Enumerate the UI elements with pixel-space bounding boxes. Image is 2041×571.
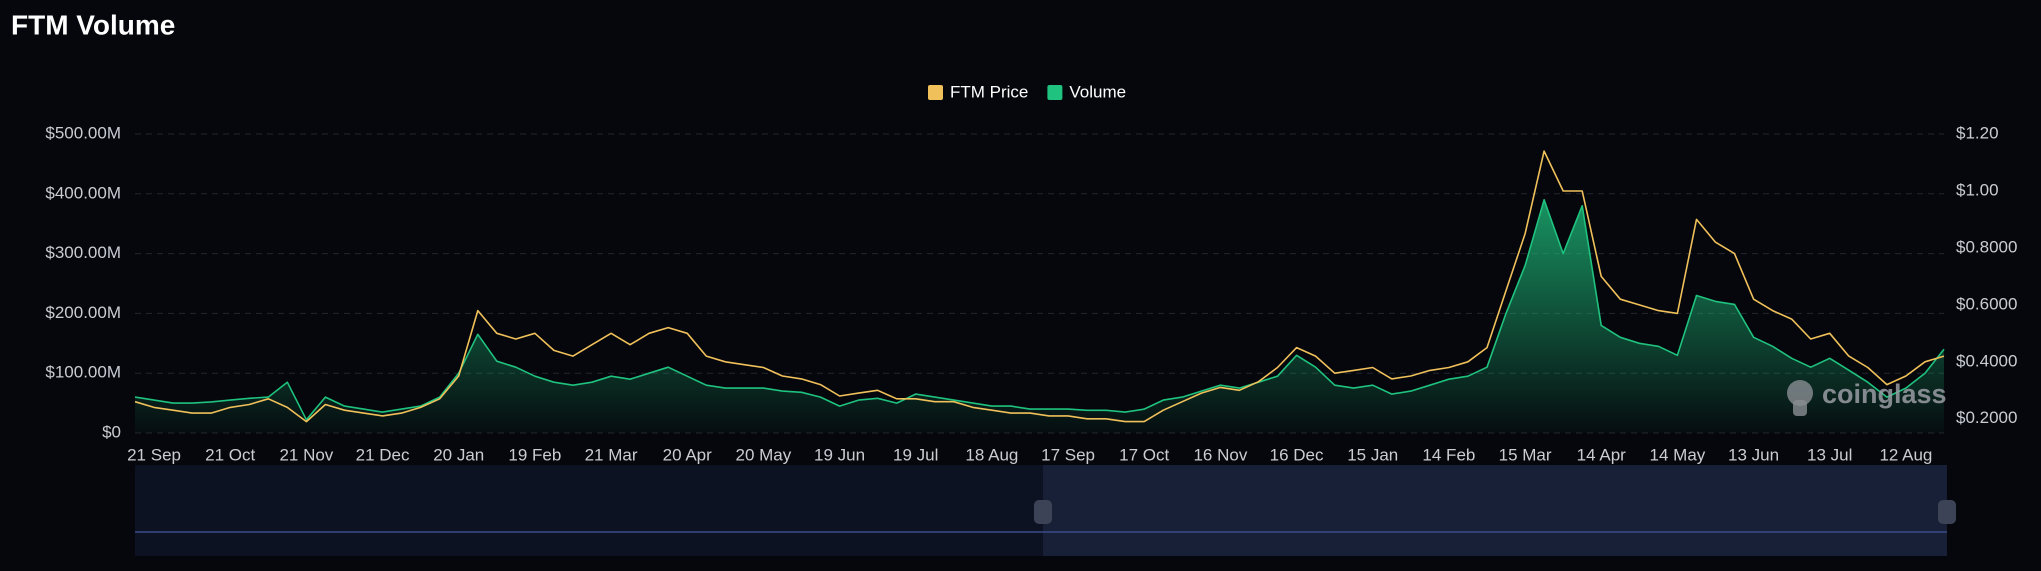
watermark: coinglass — [1822, 379, 1947, 409]
x-tick-label: 20 Jan — [433, 445, 484, 464]
x-tick-label: 17 Oct — [1119, 445, 1169, 464]
x-tick-label: 21 Dec — [356, 445, 410, 464]
x-tick-label: 18 Aug — [965, 445, 1018, 464]
price-line — [134, 150, 1945, 423]
x-tick-label: 15 Mar — [1499, 445, 1552, 464]
x-tick-label: 20 Apr — [663, 445, 712, 464]
x-tick-label: 13 Jul — [1807, 445, 1852, 464]
x-tick-label: 21 Nov — [279, 445, 333, 464]
navigator-handle[interactable] — [1938, 500, 1956, 524]
y-tick-label: $400.00M — [45, 183, 121, 202]
x-tick-label: 19 Jul — [893, 445, 938, 464]
watermark-logo — [1793, 400, 1807, 416]
watermark-logo — [1787, 380, 1813, 406]
y-tick-label: $500.00M — [45, 123, 121, 142]
x-tick-label: 20 May — [736, 445, 792, 464]
y2-tick-label: $1.00 — [1956, 180, 1999, 199]
x-tick-label: 19 Feb — [508, 445, 561, 464]
x-tick-label: 21 Sep — [127, 445, 181, 464]
y2-tick-label: $0.4000 — [1956, 351, 2017, 370]
x-tick-label: 21 Oct — [205, 445, 255, 464]
x-tick-label: 16 Nov — [1193, 445, 1247, 464]
x-tick-label: 16 Dec — [1270, 445, 1324, 464]
y-tick-label: $100.00M — [45, 363, 121, 382]
chart-title: FTM Volume — [11, 9, 175, 40]
y-tick-label: $300.00M — [45, 243, 121, 262]
x-tick-label: 13 Jun — [1728, 445, 1779, 464]
y-tick-label: $200.00M — [45, 303, 121, 322]
navigator-handle[interactable] — [1034, 500, 1052, 524]
x-tick-label: 14 Apr — [1577, 445, 1626, 464]
watermark-group: coinglass — [1787, 379, 1947, 416]
x-tick-label: 14 May — [1650, 445, 1706, 464]
navigator-selection[interactable] — [1043, 465, 1947, 556]
y2-tick-label: $0.6000 — [1956, 294, 2017, 313]
legend-swatch — [928, 85, 943, 100]
legend-label: FTM Price — [950, 82, 1028, 101]
volume-line — [134, 199, 1945, 421]
x-tick-label: 21 Mar — [585, 445, 638, 464]
x-tick-label: 19 Jun — [814, 445, 865, 464]
y2-tick-label: $0.8000 — [1956, 237, 2017, 256]
legend-swatch — [1047, 85, 1063, 100]
y2-tick-label: $0.2000 — [1956, 408, 2017, 427]
x-tick-label: 15 Jan — [1347, 445, 1398, 464]
legend-label: Volume — [1069, 82, 1126, 101]
x-tick-label: 14 Feb — [1422, 445, 1475, 464]
x-tick-label: 12 Aug — [1879, 445, 1932, 464]
y2-tick-label: $1.20 — [1956, 123, 1999, 142]
y-tick-label: $0 — [102, 422, 121, 441]
navigator[interactable] — [135, 465, 1956, 556]
volume-area — [135, 199, 1944, 433]
x-tick-label: 17 Sep — [1041, 445, 1095, 464]
